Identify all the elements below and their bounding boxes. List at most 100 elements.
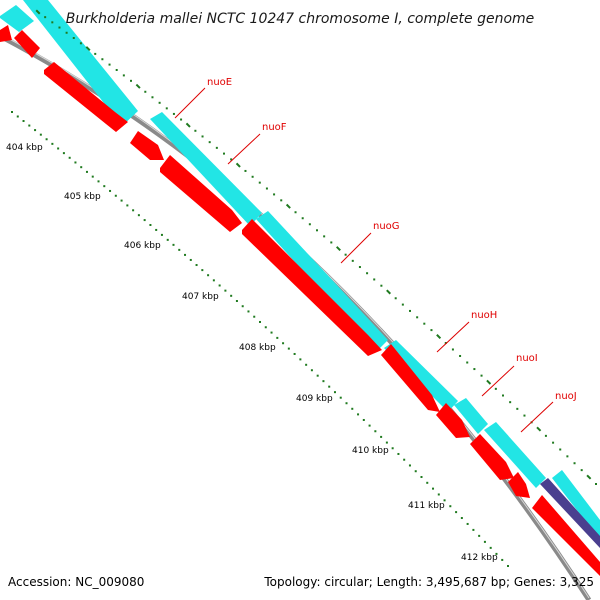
minor-tick xyxy=(151,96,154,99)
major-tick xyxy=(285,203,291,209)
minor-tick xyxy=(495,552,498,555)
minor-tick xyxy=(223,152,225,155)
minor-tick xyxy=(507,565,509,567)
minor-tick xyxy=(201,269,204,272)
major-tick xyxy=(536,426,542,432)
minor-tick xyxy=(323,235,326,238)
minor-tick xyxy=(437,493,440,496)
minor-tick xyxy=(299,358,302,361)
minor-tick xyxy=(44,16,47,19)
gene-labels: nuoE nuoF nuoG nuoH nuoI nuoJ xyxy=(207,77,577,402)
minor-tick xyxy=(308,223,311,226)
minor-tick xyxy=(416,316,419,319)
minor-tick xyxy=(230,158,233,161)
minor-tick xyxy=(97,180,100,183)
minor-tick xyxy=(368,424,371,427)
minor-tick xyxy=(108,63,111,66)
minor-tick xyxy=(480,374,483,377)
minor-tick xyxy=(544,434,547,437)
minor-tick xyxy=(115,68,118,71)
minor-tick xyxy=(351,259,354,262)
gene-label-nuoG: nuoG xyxy=(373,221,400,232)
minor-tick xyxy=(79,42,82,45)
major-tick xyxy=(335,246,341,252)
major-tick xyxy=(586,474,592,480)
minor-tick xyxy=(180,118,183,121)
minor-tick xyxy=(466,361,469,364)
minor-tick xyxy=(345,402,348,405)
minor-tick xyxy=(166,238,169,241)
major-tick xyxy=(185,122,191,128)
scale-label-405: 405 kbp xyxy=(64,192,101,202)
minor-tick xyxy=(516,407,519,410)
minor-tick xyxy=(523,414,526,417)
minor-tick xyxy=(328,385,331,388)
minor-tick xyxy=(72,37,75,40)
minor-tick xyxy=(149,223,152,226)
minor-tick xyxy=(566,455,569,458)
minor-tick xyxy=(466,522,469,525)
minor-tick xyxy=(394,297,397,300)
scale-label-408: 408 kbp xyxy=(239,343,276,353)
minor-tick xyxy=(580,469,583,472)
gene-label-nuoE: nuoE xyxy=(207,77,232,88)
forward-feature-track xyxy=(0,0,600,540)
minor-tick xyxy=(330,241,333,244)
minor-tick xyxy=(455,511,458,514)
minor-tick xyxy=(310,369,313,372)
minor-tick xyxy=(172,243,175,246)
minor-tick xyxy=(132,209,135,212)
gene-arrow xyxy=(0,25,12,42)
other-feature-block xyxy=(540,478,600,548)
minor-tick xyxy=(573,462,576,465)
minor-tick xyxy=(195,264,198,267)
minor-tick xyxy=(351,407,354,410)
scale-label-411: 411 kbp xyxy=(408,501,445,511)
minor-tick xyxy=(201,135,204,138)
minor-tick xyxy=(91,175,94,178)
minor-tick xyxy=(144,90,147,93)
minor-tick xyxy=(122,74,125,77)
minor-tick xyxy=(194,129,197,132)
minor-tick xyxy=(451,348,454,351)
minor-tick xyxy=(501,558,504,561)
minor-tick xyxy=(391,447,394,450)
minor-tick xyxy=(109,189,112,192)
gene-label-nuoJ: nuoJ xyxy=(555,391,577,402)
gene-label-line-nuoJ xyxy=(520,401,554,433)
gene-label-line-nuoI xyxy=(481,365,515,397)
minor-tick xyxy=(126,204,129,207)
minor-tick xyxy=(178,248,181,251)
minor-tick xyxy=(385,441,388,444)
major-tick xyxy=(235,162,241,168)
cds-feature-block xyxy=(23,0,138,126)
minor-tick xyxy=(39,133,42,136)
minor-tick xyxy=(595,483,597,485)
cds-feature-block xyxy=(0,5,34,32)
gene-arrow xyxy=(381,344,440,412)
gene-arrow xyxy=(160,155,242,232)
minor-tick xyxy=(218,284,221,287)
minor-tick xyxy=(155,228,158,231)
minor-tick xyxy=(316,374,319,377)
gene-arrow xyxy=(470,434,514,480)
minor-tick xyxy=(280,199,283,202)
minor-tick xyxy=(444,341,447,344)
minor-tick xyxy=(247,310,250,313)
cds-feature-block xyxy=(256,211,388,352)
minor-tick xyxy=(430,329,433,332)
minor-tick xyxy=(207,274,210,277)
minor-tick xyxy=(333,391,336,394)
minor-tick xyxy=(74,161,77,164)
cds-feature-block xyxy=(552,470,600,540)
gene-label-line-nuoH xyxy=(436,321,470,353)
gene-arrow xyxy=(436,403,470,438)
minor-tick xyxy=(305,363,308,366)
gene-arrow xyxy=(532,495,600,576)
minor-tick xyxy=(251,175,254,178)
minor-tick xyxy=(276,336,279,339)
gene-label-nuoF: nuoF xyxy=(262,122,287,133)
minor-tick xyxy=(215,146,218,149)
minor-tick xyxy=(449,505,452,508)
